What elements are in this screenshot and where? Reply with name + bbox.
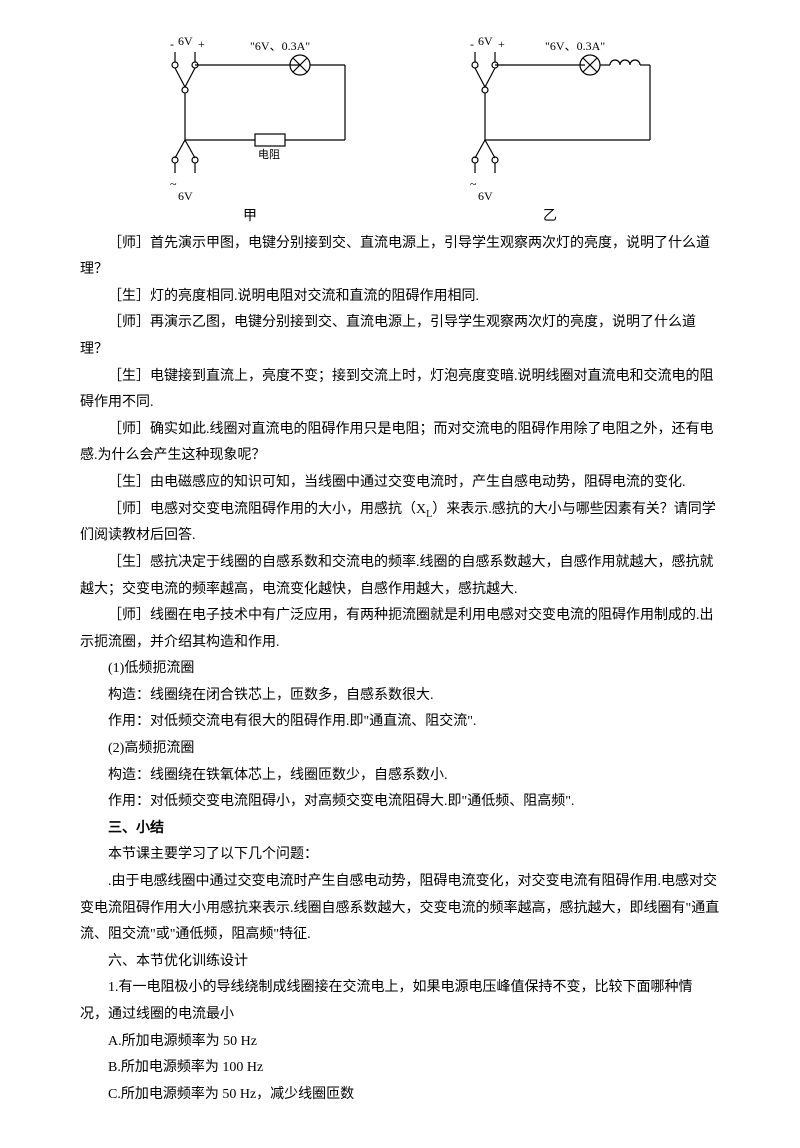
minus-label-r: - <box>470 37 474 51</box>
document-page: - 6V + "6V、0.3A" <box>0 0 800 1148</box>
para-14: 构造：线圈绕在铁氧体芯上，线圈匝数少，自感系数小. <box>80 763 720 790</box>
tilde-label: ~ <box>170 177 177 191</box>
para-4: ［生］电键接到直流上，亮度不变；接到交流上时，灯泡亮度变暗.说明线圈对直流电和交… <box>80 364 720 417</box>
para-12: 作用：对低频交流电有很大的阻碍作用.即"通直流、阻交流". <box>80 709 720 736</box>
para-17: .由于电感线圈中通过交变电流时产生自感电动势，阻碍电流变化，对交变电流有阻碍作用… <box>80 869 720 949</box>
caption-left: 甲 <box>243 204 257 231</box>
para-7: ［师］电感对交变电流阻碍作用的大小，用感抗（XL）来表示.感抗的大小与哪些因素有… <box>80 497 720 550</box>
circuit-diagram-left: - 6V + "6V、0.3A" <box>130 30 370 231</box>
para-19: 1.有一电阻极小的导线绕制成线圈接在交流电上，如果电源电压峰值保持不变，比较下面… <box>80 975 720 1028</box>
para-20: A.所加电源频率为 50 Hz <box>80 1029 720 1056</box>
circuit-svg-left: - 6V + "6V、0.3A" <box>130 30 370 200</box>
circuit-svg-right: - 6V + "6V、0.3A" <box>430 30 670 200</box>
resistor-label: 电阻 <box>258 148 280 161</box>
plus-label-r: + <box>498 37 505 51</box>
para-5: ［师］确实如此.线圈对直流电的阻碍作用只是电阻；而对交流电的阻碍作用除了电阻之外… <box>80 417 720 470</box>
heading-summary: 三、小结 <box>80 816 720 843</box>
six-v-bottom: 6V <box>178 189 193 200</box>
tilde-label-r: ~ <box>470 177 477 191</box>
para-6: ［生］由电磁感应的知识可知，当线圈中通过交变电流时，产生自感电动势，阻碍电流的变… <box>80 470 720 497</box>
six-v-top: 6V <box>178 34 193 48</box>
minus-label: - <box>170 37 174 51</box>
para-15: 作用：对低频交变电流阻碍小，对高频交变电流阻碍大.即"通低频、阻高频". <box>80 789 720 816</box>
circuit-diagrams-row: - 6V + "6V、0.3A" <box>80 30 720 231</box>
six-v-bottom-r: 6V <box>478 189 493 200</box>
para-3: ［师］再演示乙图，电键分别接到交、直流电源上，引导学生观察两次灯的亮度，说明了什… <box>80 310 720 363</box>
para-21: B.所加电源频率为 100 Hz <box>80 1055 720 1082</box>
para-11: 构造：线圈绕在闭合铁芯上，匝数多，自感系数很大. <box>80 683 720 710</box>
six-v-top-r: 6V <box>478 34 493 48</box>
para-13: (2)高频扼流圈 <box>80 736 720 763</box>
circuit-diagram-right: - 6V + "6V、0.3A" <box>430 30 670 231</box>
para-18: 六、本节优化训练设计 <box>80 949 720 976</box>
para-2: ［生］灯的亮度相同.说明电阻对交流和直流的阻碍作用相同. <box>80 284 720 311</box>
bulb-label-right: "6V、0.3A" <box>545 39 605 53</box>
para-1: ［师］首先演示甲图，电键分别接到交、直流电源上，引导学生观察两次灯的亮度，说明了… <box>80 231 720 284</box>
para-8: ［生］感抗决定于线圈的自感系数和交流电的频率.线圈的自感系数越大，自感作用就越大… <box>80 550 720 603</box>
para-22: C.所加电源频率为 50 Hz，减少线圈匝数 <box>80 1082 720 1109</box>
plus-label: + <box>198 37 205 51</box>
para-10: (1)低频扼流圈 <box>80 656 720 683</box>
para-7a: ［师］电感对交变电流阻碍作用的大小，用感抗（X <box>108 502 426 517</box>
bulb-label-left: "6V、0.3A" <box>250 39 310 53</box>
para-9: ［师］线圈在电子技术中有广泛应用，有两种扼流圈就是利用电感对交变电流的阻碍作用制… <box>80 603 720 656</box>
caption-right: 乙 <box>543 204 557 231</box>
para-16: 本节课主要学习了以下几个问题： <box>80 842 720 869</box>
